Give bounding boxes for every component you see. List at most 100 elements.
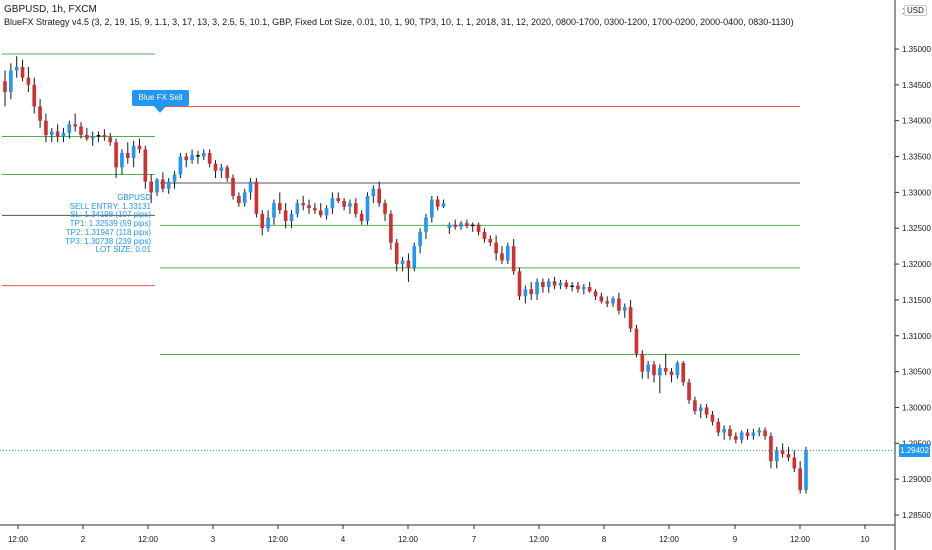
candle-body bbox=[102, 135, 107, 138]
candle-body bbox=[20, 66, 25, 78]
candle-body bbox=[751, 432, 756, 437]
candle-body bbox=[804, 450, 808, 490]
candle-body bbox=[295, 203, 300, 214]
candle-body bbox=[441, 203, 446, 207]
candle-body bbox=[301, 203, 305, 206]
candle-body bbox=[125, 152, 130, 158]
candle-body bbox=[131, 145, 136, 158]
time-tick-label: 4 bbox=[341, 535, 346, 544]
candle-body bbox=[272, 203, 276, 218]
signal-label-sell: Blue FX Sell bbox=[132, 90, 189, 106]
candle-body bbox=[722, 428, 726, 433]
candle-body bbox=[219, 167, 224, 171]
price-tick-label: 1.31000 bbox=[902, 332, 931, 341]
candle-body bbox=[3, 81, 7, 93]
candle-body bbox=[564, 282, 569, 288]
candle-body bbox=[728, 428, 732, 437]
price-tick-label: 1.29000 bbox=[902, 475, 931, 484]
candle-body bbox=[488, 238, 493, 243]
time-tick-label: 12:00 bbox=[138, 535, 159, 544]
candle-body bbox=[611, 298, 615, 304]
info-sell-entry: SELL ENTRY: 1.33131 bbox=[69, 201, 151, 211]
strategy-legend[interactable]: BlueFX Strategy v4.5 (3, 2, 19, 15, 9, 1… bbox=[4, 17, 794, 27]
candle-body bbox=[576, 285, 580, 290]
candle-body bbox=[44, 120, 48, 136]
candle-body bbox=[318, 210, 323, 216]
price-tick-label: 1.34000 bbox=[902, 117, 931, 126]
candle-body bbox=[277, 203, 282, 211]
currency-badge[interactable]: USD bbox=[904, 5, 927, 16]
candle-body bbox=[166, 181, 171, 189]
info-sl: SL: 1.34198 (107 pips) bbox=[70, 210, 151, 220]
price-tick-label: 1.33500 bbox=[902, 153, 931, 162]
candle-body bbox=[587, 287, 592, 292]
price-tick-label: 1.32500 bbox=[902, 224, 931, 233]
candle-body bbox=[14, 66, 19, 71]
candle-body bbox=[523, 289, 528, 297]
candle-body bbox=[593, 291, 598, 297]
candle-body bbox=[55, 131, 60, 137]
info-tp3: TP3: 1.30738 (239 pips) bbox=[65, 236, 151, 246]
candle-body bbox=[207, 152, 212, 164]
candle-body bbox=[663, 368, 668, 372]
candle-body bbox=[32, 84, 37, 107]
candle-body bbox=[792, 457, 797, 469]
candle-body bbox=[763, 430, 767, 437]
candle-body bbox=[143, 149, 148, 182]
price-tick-label: 1.30500 bbox=[902, 368, 931, 377]
candle-body bbox=[757, 430, 762, 433]
price-tick-label: 1.28500 bbox=[902, 511, 931, 520]
candle-body bbox=[605, 301, 610, 304]
trade-info-panel: GBPUSD SELL ENTRY: 1.33131 SL: 1.34198 (… bbox=[0, 193, 151, 255]
candle-body bbox=[237, 195, 241, 204]
price-tick-label: 1.34500 bbox=[902, 81, 931, 90]
candle-body bbox=[330, 198, 335, 209]
candle-body bbox=[231, 178, 235, 196]
candle-body bbox=[552, 281, 557, 286]
time-tick-label: 7 bbox=[472, 535, 477, 544]
candle-body bbox=[529, 289, 534, 295]
candle-body bbox=[406, 260, 411, 268]
info-tp2: TP2: 1.31947 (118 pips) bbox=[65, 227, 151, 237]
candle-body bbox=[622, 307, 627, 311]
candle-body bbox=[429, 199, 434, 218]
candle-body bbox=[482, 231, 487, 239]
candle-body bbox=[798, 468, 802, 490]
candle-body bbox=[716, 421, 721, 433]
candle-body bbox=[307, 205, 311, 209]
candle-body bbox=[120, 152, 124, 168]
candle-body bbox=[640, 353, 645, 372]
candle-body bbox=[342, 200, 346, 207]
candle-body bbox=[693, 400, 697, 412]
candle-body bbox=[646, 364, 650, 372]
candle-body bbox=[745, 432, 750, 437]
candle-body bbox=[739, 432, 744, 440]
candle-body bbox=[73, 124, 77, 127]
time-tick-label: 12:00 bbox=[8, 535, 29, 544]
time-tick-label: 10 bbox=[861, 535, 870, 544]
symbol-title[interactable]: GBPUSD, 1h, FXCM bbox=[4, 4, 97, 15]
time-tick-label: 8 bbox=[602, 535, 607, 544]
candle-body bbox=[201, 152, 206, 157]
candle-body bbox=[780, 450, 785, 455]
candle-body bbox=[459, 223, 463, 227]
candle-body bbox=[734, 436, 738, 440]
candle-body bbox=[687, 382, 691, 401]
candle-body bbox=[377, 188, 382, 204]
candle-body bbox=[546, 281, 551, 288]
candle-body bbox=[353, 203, 358, 214]
candle-body bbox=[494, 242, 498, 254]
candle-body bbox=[704, 407, 709, 415]
time-tick-label: 12:00 bbox=[529, 535, 550, 544]
candle-body bbox=[155, 179, 159, 193]
time-tick-label: 12:00 bbox=[398, 535, 419, 544]
candle-body bbox=[190, 155, 194, 161]
candle-body bbox=[465, 223, 469, 227]
price-tick-label: 1.29500 bbox=[902, 439, 931, 448]
candle-body bbox=[634, 328, 639, 354]
price-tick-label: 1.33000 bbox=[902, 188, 931, 197]
candle-body bbox=[383, 203, 387, 214]
candle-body bbox=[599, 296, 604, 302]
